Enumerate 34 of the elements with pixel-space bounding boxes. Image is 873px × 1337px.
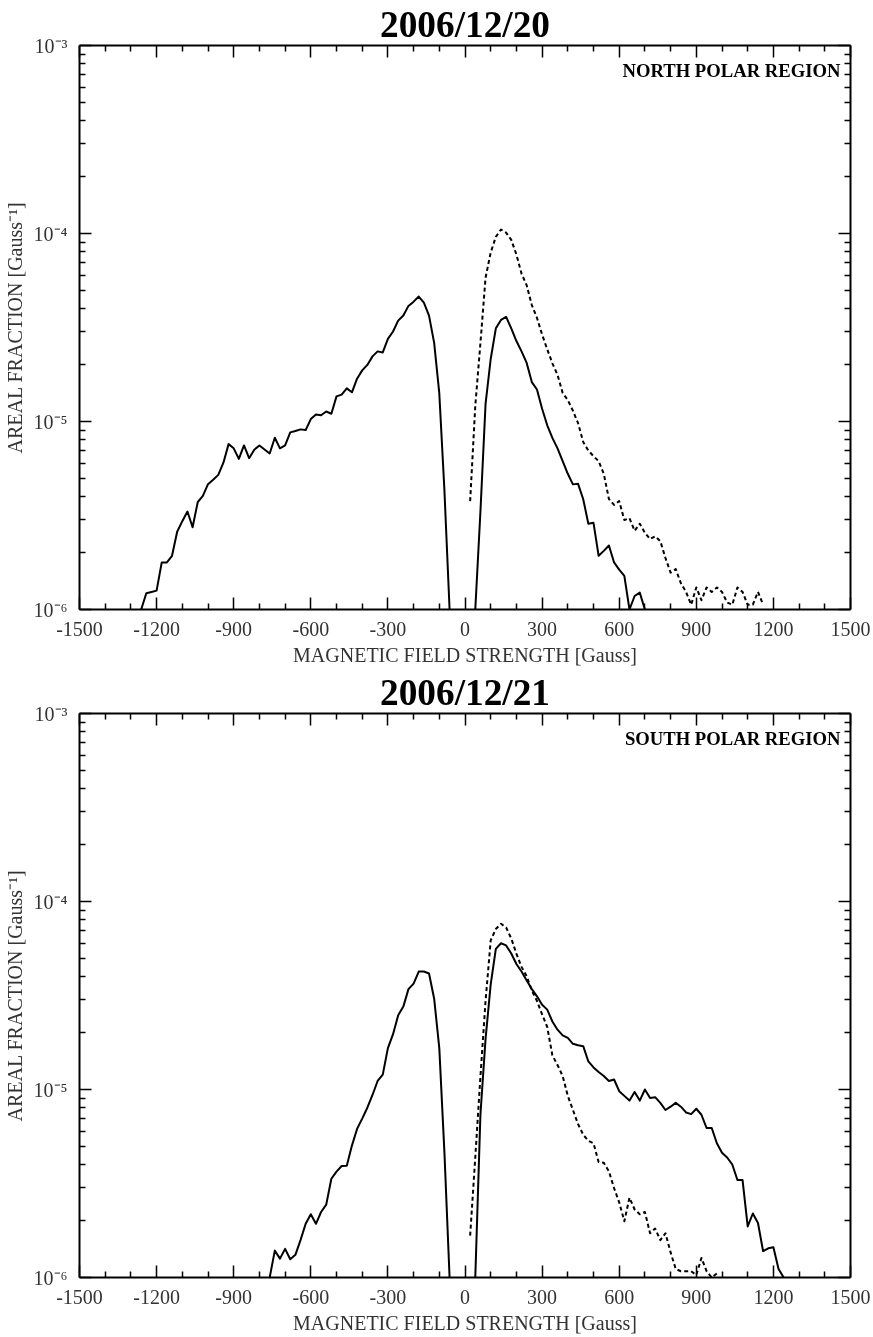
- x-tick-label: 900: [681, 1285, 712, 1308]
- y-tick-label: 10⁻³: [34, 702, 68, 725]
- y-tick-label: 10⁻⁴: [33, 222, 68, 245]
- x-tick-label: 900: [681, 617, 712, 640]
- annotation: NORTH POLAR REGION: [622, 59, 842, 81]
- x-tick-label: 300: [527, 1285, 558, 1308]
- annotation: SOUTH POLAR REGION: [624, 727, 842, 749]
- x-axis-title: MAGNETIC FIELD STRENGTH [Gauss]: [293, 643, 637, 666]
- x-tick-label: -900: [215, 1285, 253, 1308]
- x-tick-label: 0: [460, 617, 470, 640]
- x-tick-label: -1200: [133, 617, 180, 640]
- y-tick-label: 10⁻⁵: [33, 1078, 68, 1101]
- x-tick-label: 600: [604, 1285, 635, 1308]
- x-tick-label: 1500: [830, 1285, 871, 1308]
- x-tick-label: -600: [292, 617, 330, 640]
- y-tick-label: 10⁻³: [34, 34, 68, 57]
- chart-title: 2006/12/21: [379, 671, 551, 713]
- x-tick-label: -600: [292, 1285, 330, 1308]
- y-axis-title: AREAL FRACTION [Gauss⁻¹]: [3, 870, 26, 1122]
- y-axis-title: AREAL FRACTION [Gauss⁻¹]: [3, 202, 26, 454]
- x-tick-label: 600: [604, 617, 635, 640]
- x-tick-label: -900: [215, 617, 253, 640]
- x-tick-label: 0: [460, 1285, 470, 1308]
- x-tick-label: -300: [369, 617, 407, 640]
- x-tick-label: -1200: [133, 1285, 180, 1308]
- x-tick-label: 1200: [753, 1285, 794, 1308]
- x-tick-label: 300: [527, 617, 558, 640]
- y-tick-label: 10⁻⁵: [33, 410, 68, 433]
- chart-title: 2006/12/20: [379, 3, 551, 45]
- x-axis-title: MAGNETIC FIELD STRENGTH [Gauss]: [293, 1311, 637, 1334]
- x-tick-label: 1200: [753, 617, 794, 640]
- x-tick-label: -300: [369, 1285, 407, 1308]
- x-tick-label: 1500: [830, 617, 871, 640]
- y-tick-label: 10⁻⁴: [33, 890, 68, 913]
